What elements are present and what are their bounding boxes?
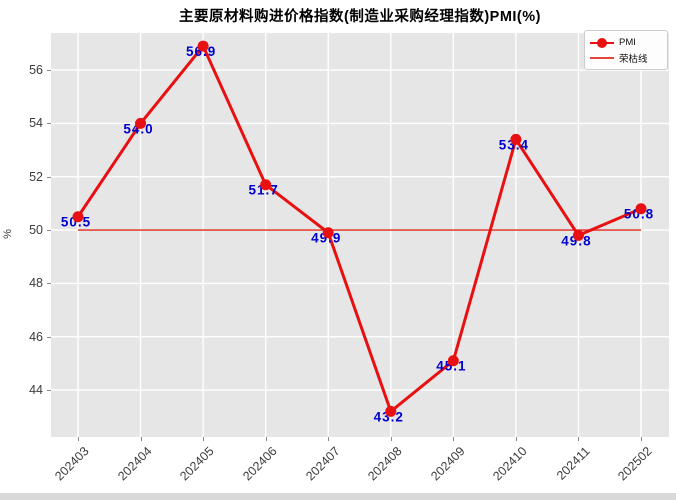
data-point-marker <box>260 179 272 191</box>
y-tick-label: 46 <box>29 329 43 344</box>
legend-item-pmi: PMI <box>590 35 661 50</box>
y-tick-label: 56 <box>29 63 43 78</box>
y-tick-label: 54 <box>29 116 43 131</box>
y-tick-label: 48 <box>29 276 43 291</box>
y-tick-mark <box>47 336 51 338</box>
pmi-line <box>76 44 642 413</box>
chart-canvas: 50.554.056.951.749.943.245.153.449.850.8 <box>51 33 669 437</box>
x-tick-label: 202407 <box>302 444 343 484</box>
data-point-marker <box>197 40 209 52</box>
x-tick-mark <box>453 437 455 441</box>
legend-item-reference: 荣枯线 <box>590 50 661 65</box>
chart-title: 主要原材料购进价格指数(制造业采购经理指数)PMI(%) <box>179 9 541 25</box>
data-point-marker <box>510 133 522 145</box>
bottom-edge-strip <box>0 493 676 500</box>
x-tick-mark <box>641 437 642 441</box>
data-point-marker <box>447 355 459 367</box>
x-tick-label: 202405 <box>177 444 218 484</box>
x-tick-mark <box>515 437 517 441</box>
x-tick-mark <box>328 437 330 441</box>
x-tick-mark <box>203 437 205 441</box>
x-tick-mark <box>78 437 79 441</box>
reference-line-icon <box>590 52 614 63</box>
y-tick-mark <box>47 390 51 392</box>
y-tick-label: 44 <box>29 383 43 398</box>
y-tick-label: 52 <box>29 169 43 184</box>
data-point-marker <box>385 405 397 417</box>
x-tick-label: 202502 <box>615 444 655 484</box>
data-point-marker <box>72 211 84 223</box>
x-tick-label: 202406 <box>240 444 280 484</box>
x-tick-mark <box>578 437 580 441</box>
y-tick-mark <box>47 230 51 232</box>
x-tick-label: 202410 <box>490 444 530 484</box>
x-tick-label: 202408 <box>365 444 405 484</box>
x-tick-label: 202409 <box>427 444 468 484</box>
x-tick-label: 202403 <box>52 444 92 484</box>
legend: PMI 荣枯线 <box>584 30 668 70</box>
y-tick-mark <box>47 283 51 285</box>
y-tick-mark <box>47 70 51 72</box>
y-tick-mark <box>47 123 51 125</box>
x-tick-mark <box>390 437 392 441</box>
legend-label-reference: 荣枯线 <box>619 53 648 65</box>
x-tick-label: 202404 <box>115 444 155 484</box>
legend-label-pmi: PMI <box>619 37 636 48</box>
x-tick-label: 202411 <box>553 444 593 483</box>
x-tick-mark <box>265 437 267 441</box>
data-point-marker <box>635 203 647 215</box>
y-tick-label: 50 <box>29 223 43 238</box>
x-tick-mark <box>140 437 142 441</box>
data-point-marker <box>572 229 584 241</box>
y-tick-mark <box>47 176 51 178</box>
pmi-line-marker-icon <box>590 37 614 48</box>
data-point-marker <box>135 117 147 129</box>
plot-area: 50.5 54.0 56.9 51.7 49.9 43.2 45.1 53.4 49.8 50.8 <box>51 33 669 437</box>
data-point-marker <box>322 227 334 239</box>
